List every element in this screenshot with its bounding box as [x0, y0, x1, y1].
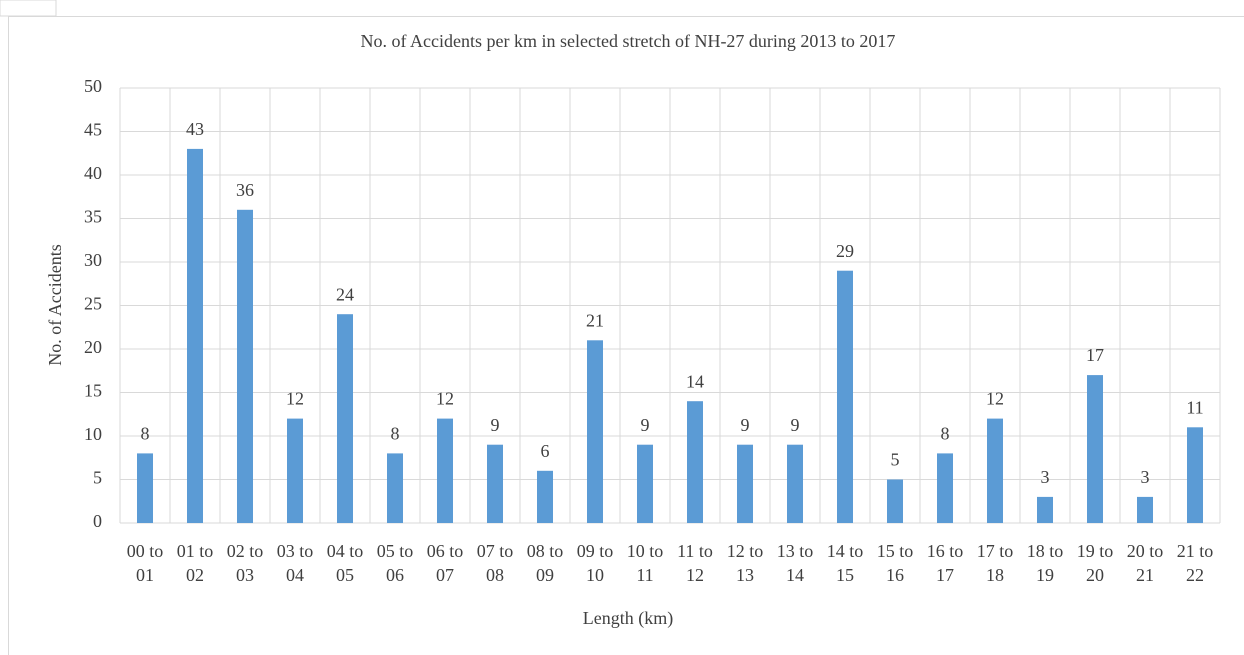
x-tick-label: 17 to 18 [977, 541, 1014, 585]
y-tick-label: 30 [84, 250, 102, 270]
y-tick-label: 40 [84, 163, 102, 183]
data-label: 5 [891, 450, 900, 470]
data-label: 3 [1141, 467, 1150, 487]
bar [487, 444, 503, 523]
bar [1087, 375, 1103, 523]
bar [437, 418, 453, 523]
bar [337, 314, 353, 523]
data-label: 36 [236, 180, 254, 200]
bar [187, 148, 203, 523]
data-label: 9 [491, 415, 500, 435]
data-label: 8 [941, 424, 950, 444]
data-label: 43 [186, 119, 204, 139]
bar [937, 453, 953, 523]
bar [1037, 496, 1053, 523]
x-tick-label: 13 to 14 [777, 541, 814, 585]
x-tick-label: 10 to 11 [627, 541, 664, 585]
bar [137, 453, 153, 523]
x-tick-label: 20 to 21 [1127, 541, 1164, 585]
data-label: 17 [1086, 345, 1104, 365]
bar [687, 401, 703, 523]
x-tick-label: 11 to 12 [677, 541, 713, 585]
x-tick-label: 00 to 01 [127, 541, 164, 585]
bar [387, 453, 403, 523]
bar [987, 418, 1003, 523]
bar [787, 444, 803, 523]
x-tick-label: 09 to 10 [577, 541, 614, 585]
y-tick-label: 10 [84, 424, 102, 444]
data-label: 3 [1041, 467, 1050, 487]
x-tick-label: 01 to 02 [177, 541, 214, 585]
data-label: 29 [836, 241, 854, 261]
chart-border [8, 16, 1244, 655]
x-tick-label: 06 to 07 [427, 541, 464, 585]
y-tick-label: 20 [84, 337, 102, 357]
y-axis-label: No. of Accidents [45, 244, 65, 365]
data-label: 14 [686, 371, 704, 391]
data-label: 11 [1186, 397, 1203, 417]
y-tick-label: 35 [84, 207, 102, 227]
data-label: 21 [586, 310, 604, 330]
x-axis-label: Length (km) [583, 608, 673, 629]
bar [237, 209, 253, 524]
x-tick-label: 04 to 05 [327, 541, 364, 585]
bar [1137, 496, 1153, 523]
bar [737, 444, 753, 523]
y-tick-label: 45 [84, 120, 102, 140]
y-tick-label: 5 [93, 468, 102, 488]
y-tick-label: 0 [93, 511, 102, 531]
y-tick-label: 15 [84, 381, 102, 401]
x-tick-label: 03 to 04 [277, 541, 314, 585]
data-label: 6 [541, 441, 550, 461]
data-label: 9 [641, 415, 650, 435]
data-label: 12 [286, 389, 304, 409]
data-label: 9 [791, 415, 800, 435]
x-tick-label: 15 to 16 [877, 541, 914, 585]
x-tick-label: 12 to 13 [727, 541, 764, 585]
y-tick-label: 25 [84, 294, 102, 314]
chart-title: No. of Accidents per km in selected stre… [361, 31, 896, 51]
bar [637, 444, 653, 523]
x-tick-label: 21 to 22 [1177, 541, 1214, 585]
x-tick-label: 02 to 03 [227, 541, 264, 585]
tab [0, 0, 57, 17]
data-label: 24 [336, 284, 354, 304]
x-tick-label: 18 to 19 [1027, 541, 1064, 585]
bar [287, 418, 303, 523]
x-tick-label: 14 to 15 [827, 541, 864, 585]
data-label: 12 [436, 389, 454, 409]
y-tick-label: 50 [84, 76, 102, 96]
data-label: 9 [741, 415, 750, 435]
x-tick-label: 19 to 20 [1077, 541, 1114, 585]
data-label: 12 [986, 389, 1004, 409]
x-tick-label: 16 to 17 [927, 541, 964, 585]
data-label: 8 [141, 424, 150, 444]
bar [1187, 427, 1203, 523]
bar [537, 470, 553, 523]
x-tick-label: 07 to 08 [477, 541, 514, 585]
bar [887, 479, 903, 523]
x-tick-label: 05 to 06 [377, 541, 414, 585]
bar [587, 340, 603, 523]
data-label: 8 [391, 424, 400, 444]
bar [837, 270, 853, 523]
x-tick-label: 08 to 09 [527, 541, 564, 585]
